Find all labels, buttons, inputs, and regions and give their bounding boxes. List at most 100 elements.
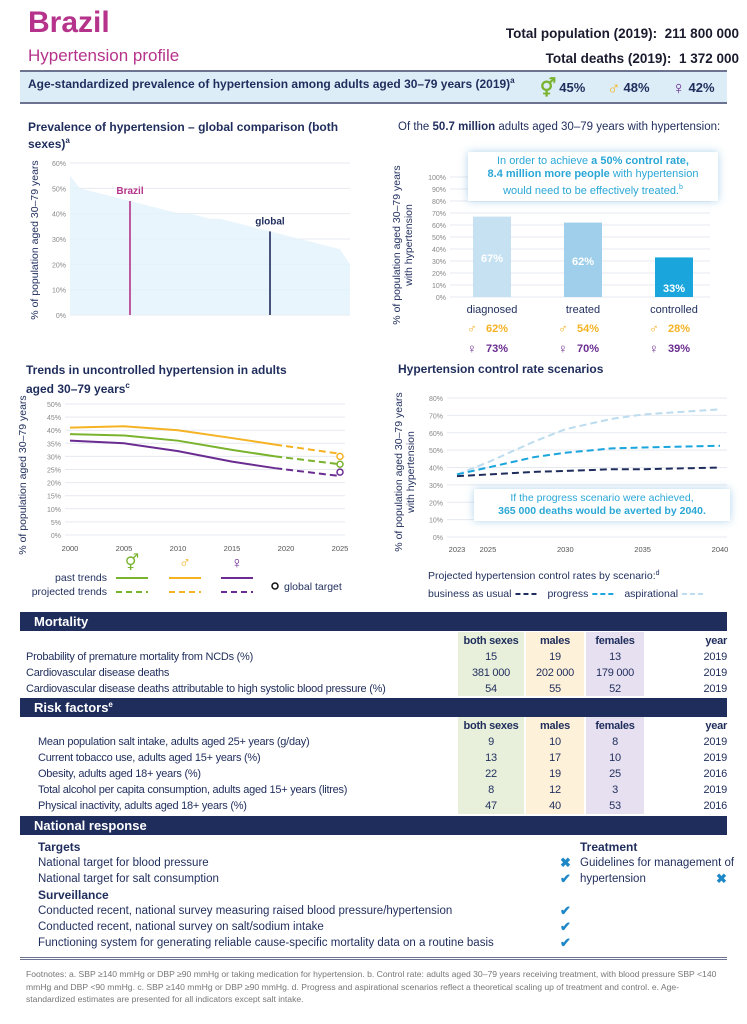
cell-value: 15 bbox=[485, 651, 497, 663]
prevalence-male: ♂ 48% bbox=[607, 78, 650, 99]
treatment-item: Guidelines for management of bbox=[580, 857, 735, 869]
status-icon: ✖ bbox=[560, 855, 571, 870]
surveillance-item: Conducted recent, national survey measur… bbox=[38, 905, 453, 917]
both-icon: ⚥ bbox=[125, 553, 139, 572]
bar-controlled bbox=[655, 257, 693, 297]
y-axis-label: % of population aged 30–79 yearswith hyp… bbox=[393, 392, 417, 551]
x-tick-label: 2023 bbox=[449, 545, 466, 554]
cell-value: 2016 bbox=[703, 800, 727, 812]
footnotes: Footnotes: a. SBP ≥140 mmHg or DBP ≥90 m… bbox=[26, 969, 717, 1004]
y-tick-label: 20% bbox=[432, 271, 446, 278]
cell-value: 2019 bbox=[703, 651, 727, 663]
table-row: Mean population salt intake, adults aged… bbox=[38, 734, 727, 750]
x-tick-label: 2015 bbox=[224, 544, 241, 553]
cell-value: 2019 bbox=[703, 752, 727, 764]
y-tick-label: 20% bbox=[52, 262, 66, 269]
y-tick-label: 0% bbox=[56, 313, 66, 320]
x-tick-label: 2030 bbox=[557, 545, 574, 554]
cell-value: 40 bbox=[549, 800, 561, 812]
y-tick-label: 80% bbox=[429, 396, 443, 403]
category-label: treated bbox=[566, 304, 600, 316]
both-column-bg bbox=[458, 717, 524, 814]
status-icon: ✔ bbox=[560, 903, 571, 918]
prevalence-text: Age-standardized prevalence of hypertens… bbox=[28, 74, 523, 91]
y-tick-label: 10% bbox=[52, 288, 66, 295]
y-tick-label: 50% bbox=[429, 448, 443, 455]
y-tick-label: 10% bbox=[47, 507, 61, 514]
cell-value: 10 bbox=[609, 752, 621, 764]
x-tick-label: 2000 bbox=[62, 544, 79, 553]
y-tick-label: 90% bbox=[432, 187, 446, 194]
title-prefix: Of the bbox=[398, 121, 430, 133]
female-icon: ♀ bbox=[649, 341, 659, 356]
females-column-bg bbox=[586, 632, 644, 696]
target-item: National target for blood pressure bbox=[38, 857, 209, 869]
cell-value: 47 bbox=[485, 800, 497, 812]
table-row: Current tobacco use, adults aged 15+ yea… bbox=[38, 750, 727, 766]
cell-value: 52 bbox=[609, 683, 621, 695]
marker-label: global bbox=[255, 216, 285, 227]
cell-value: 53 bbox=[609, 800, 621, 812]
callout-bold: 365 000 deaths would be averted by 2040. bbox=[498, 505, 706, 517]
females-column-bg bbox=[586, 717, 644, 814]
cell-value: 2019 bbox=[703, 736, 727, 748]
targets-heading: Targets bbox=[38, 840, 81, 854]
legend-label: aspirational bbox=[624, 588, 678, 600]
national-response-header: National response bbox=[20, 816, 727, 835]
cell-value: 8 bbox=[488, 784, 494, 796]
title-suffix: adults aged 30–79 years with hypertensio… bbox=[498, 121, 721, 133]
global-target-icon bbox=[271, 582, 279, 590]
both-column-bg bbox=[458, 632, 524, 696]
footnote-ref: c bbox=[125, 381, 130, 390]
chart1-title: Prevalence of hypertension – global comp… bbox=[28, 120, 373, 151]
legend-past-label: past trends bbox=[55, 572, 107, 584]
female-icon: ♀ bbox=[672, 78, 686, 98]
deaths-label: Total deaths (2019): bbox=[545, 51, 672, 66]
female-icon: ♀ bbox=[558, 341, 568, 356]
y-tick-label: 15% bbox=[47, 494, 61, 501]
target-item: National target for salt consumption bbox=[38, 873, 219, 885]
y-axis-label: % of population aged 30–79 years bbox=[17, 395, 29, 554]
y-tick-label: 30% bbox=[52, 237, 66, 244]
male-icon: ♂ bbox=[467, 321, 477, 336]
mortality-header: Mortality bbox=[20, 612, 727, 631]
y-tick-label: 20% bbox=[47, 481, 61, 488]
both-sexes-icon: ⚥ bbox=[540, 78, 557, 98]
column-header: males bbox=[540, 634, 570, 647]
control-rate-callout: In order to achieve a 50% control rate, … bbox=[468, 152, 718, 201]
footnote-ref: a bbox=[510, 76, 515, 85]
profile-subtitle: Hypertension profile bbox=[28, 46, 180, 65]
surveillance-item: Functioning system for generating reliab… bbox=[38, 937, 494, 949]
male-icon: ♂ bbox=[607, 78, 621, 98]
callout-bold: 8.4 million more people bbox=[487, 168, 610, 180]
row-label bbox=[38, 718, 458, 734]
y-tick-label: 60% bbox=[429, 431, 443, 438]
row-label: Current tobacco use, adults aged 15+ yea… bbox=[38, 752, 261, 764]
cell-value: 2019 bbox=[703, 667, 727, 679]
y-tick-label: 20% bbox=[429, 500, 443, 507]
title-bold: 50.7 million bbox=[432, 121, 496, 133]
x-tick-label: 2025 bbox=[480, 545, 497, 554]
chart1-title-text: Prevalence of hypertension – global comp… bbox=[28, 120, 339, 151]
y-tick-label: 70% bbox=[429, 413, 443, 420]
cell-value: 19 bbox=[549, 768, 561, 780]
male-icon: ♂ bbox=[179, 555, 191, 572]
y-tick-label: 30% bbox=[432, 259, 446, 266]
column-header: males bbox=[540, 719, 570, 732]
y-tick-label: 50% bbox=[432, 235, 446, 242]
x-tick-label: 2040 bbox=[712, 545, 729, 554]
row-label bbox=[26, 633, 458, 649]
row-label: Physical inactivity, adults aged 18+ yea… bbox=[38, 800, 247, 812]
legend-target-label: global target bbox=[284, 581, 342, 593]
marker-label: Brazil bbox=[116, 186, 143, 197]
male-icon: ♂ bbox=[558, 321, 568, 336]
y-tick-label: 0% bbox=[51, 533, 61, 540]
projected-trend-both bbox=[275, 455, 341, 466]
cell-value: 381 000 bbox=[471, 667, 510, 679]
row-label: Cardiovascular disease deaths attributab… bbox=[26, 683, 386, 695]
global-comparison-chart: 0% 10% 20% 30% 40% 50% 60% % of population aged… bbox=[29, 160, 350, 320]
prevalence-band: Age-standardized prevalence of hypertens… bbox=[20, 70, 727, 104]
risk-title: Risk factors bbox=[34, 700, 109, 716]
y-tick-label: 60% bbox=[432, 223, 446, 230]
category-label: diagnosed bbox=[467, 304, 518, 316]
